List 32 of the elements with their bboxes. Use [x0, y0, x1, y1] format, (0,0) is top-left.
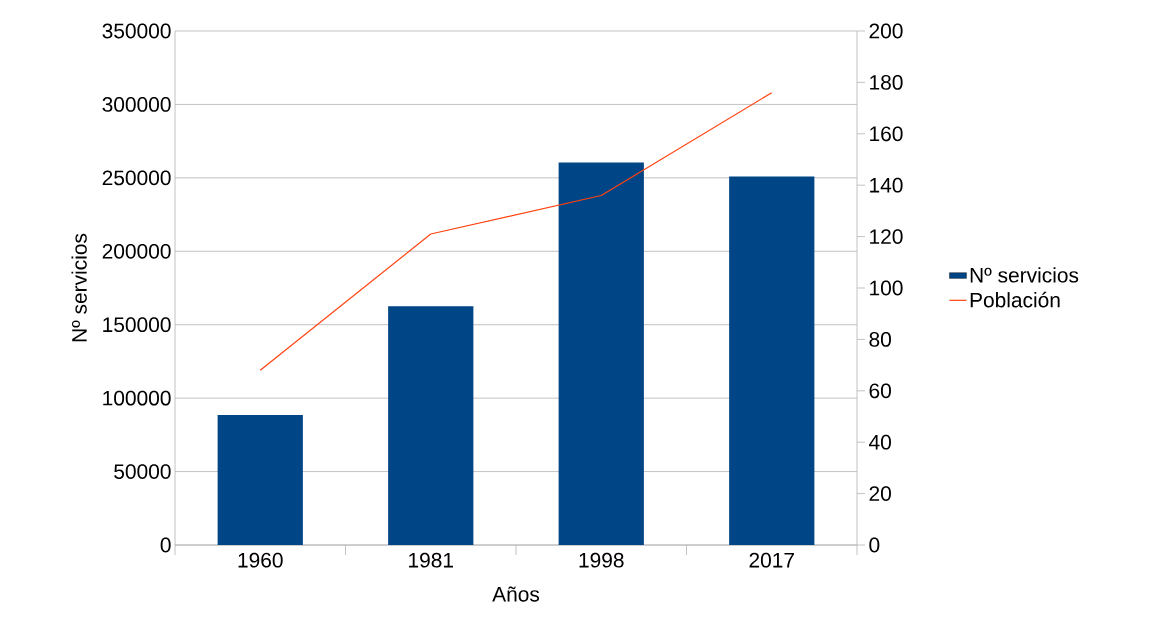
y-axis-title: Nº servicios — [71, 233, 87, 342]
x-tick-label: 1960 — [238, 552, 283, 568]
y2-tick-label: 120 — [870, 229, 903, 244]
y2-tick-label: 200 — [869, 23, 903, 39]
y2-tick-label: 80 — [869, 331, 891, 347]
y-tick-label: 150000 — [103, 317, 171, 333]
bar — [388, 306, 474, 545]
x-tick-label: 1981 — [409, 552, 453, 568]
x-axis-title: Años — [492, 586, 540, 602]
y-tick-label: 300000 — [102, 97, 171, 112]
y-tick-label: 250000 — [102, 170, 171, 186]
y2-tick-label: 0 — [869, 537, 880, 553]
y2-tick-label: 60 — [869, 383, 891, 399]
bar — [558, 162, 644, 545]
y-tick-label: 50000 — [114, 464, 171, 479]
y-tick-label: 200000 — [102, 243, 171, 259]
bar — [729, 176, 815, 545]
y-tick-label: 100000 — [103, 390, 171, 406]
y2-tick-label: 100 — [870, 280, 903, 296]
line-series — [259, 92, 773, 371]
y2-tick-label: 180 — [870, 74, 903, 90]
x-tick-label: 2017 — [749, 552, 794, 568]
y2-tick-label: 140 — [870, 177, 903, 193]
bar — [217, 415, 303, 545]
y2-tick-label: 40 — [869, 434, 891, 450]
y-tick-label: 0 — [160, 537, 171, 553]
y-tick-label: 350000 — [102, 23, 171, 39]
legend-label: Población — [970, 291, 1060, 308]
y2-tick-label: 20 — [869, 486, 891, 501]
legend-label: Nº servicios — [970, 267, 1079, 283]
y2-tick-label: 160 — [870, 126, 903, 142]
x-tick-label: 1998 — [579, 552, 624, 568]
